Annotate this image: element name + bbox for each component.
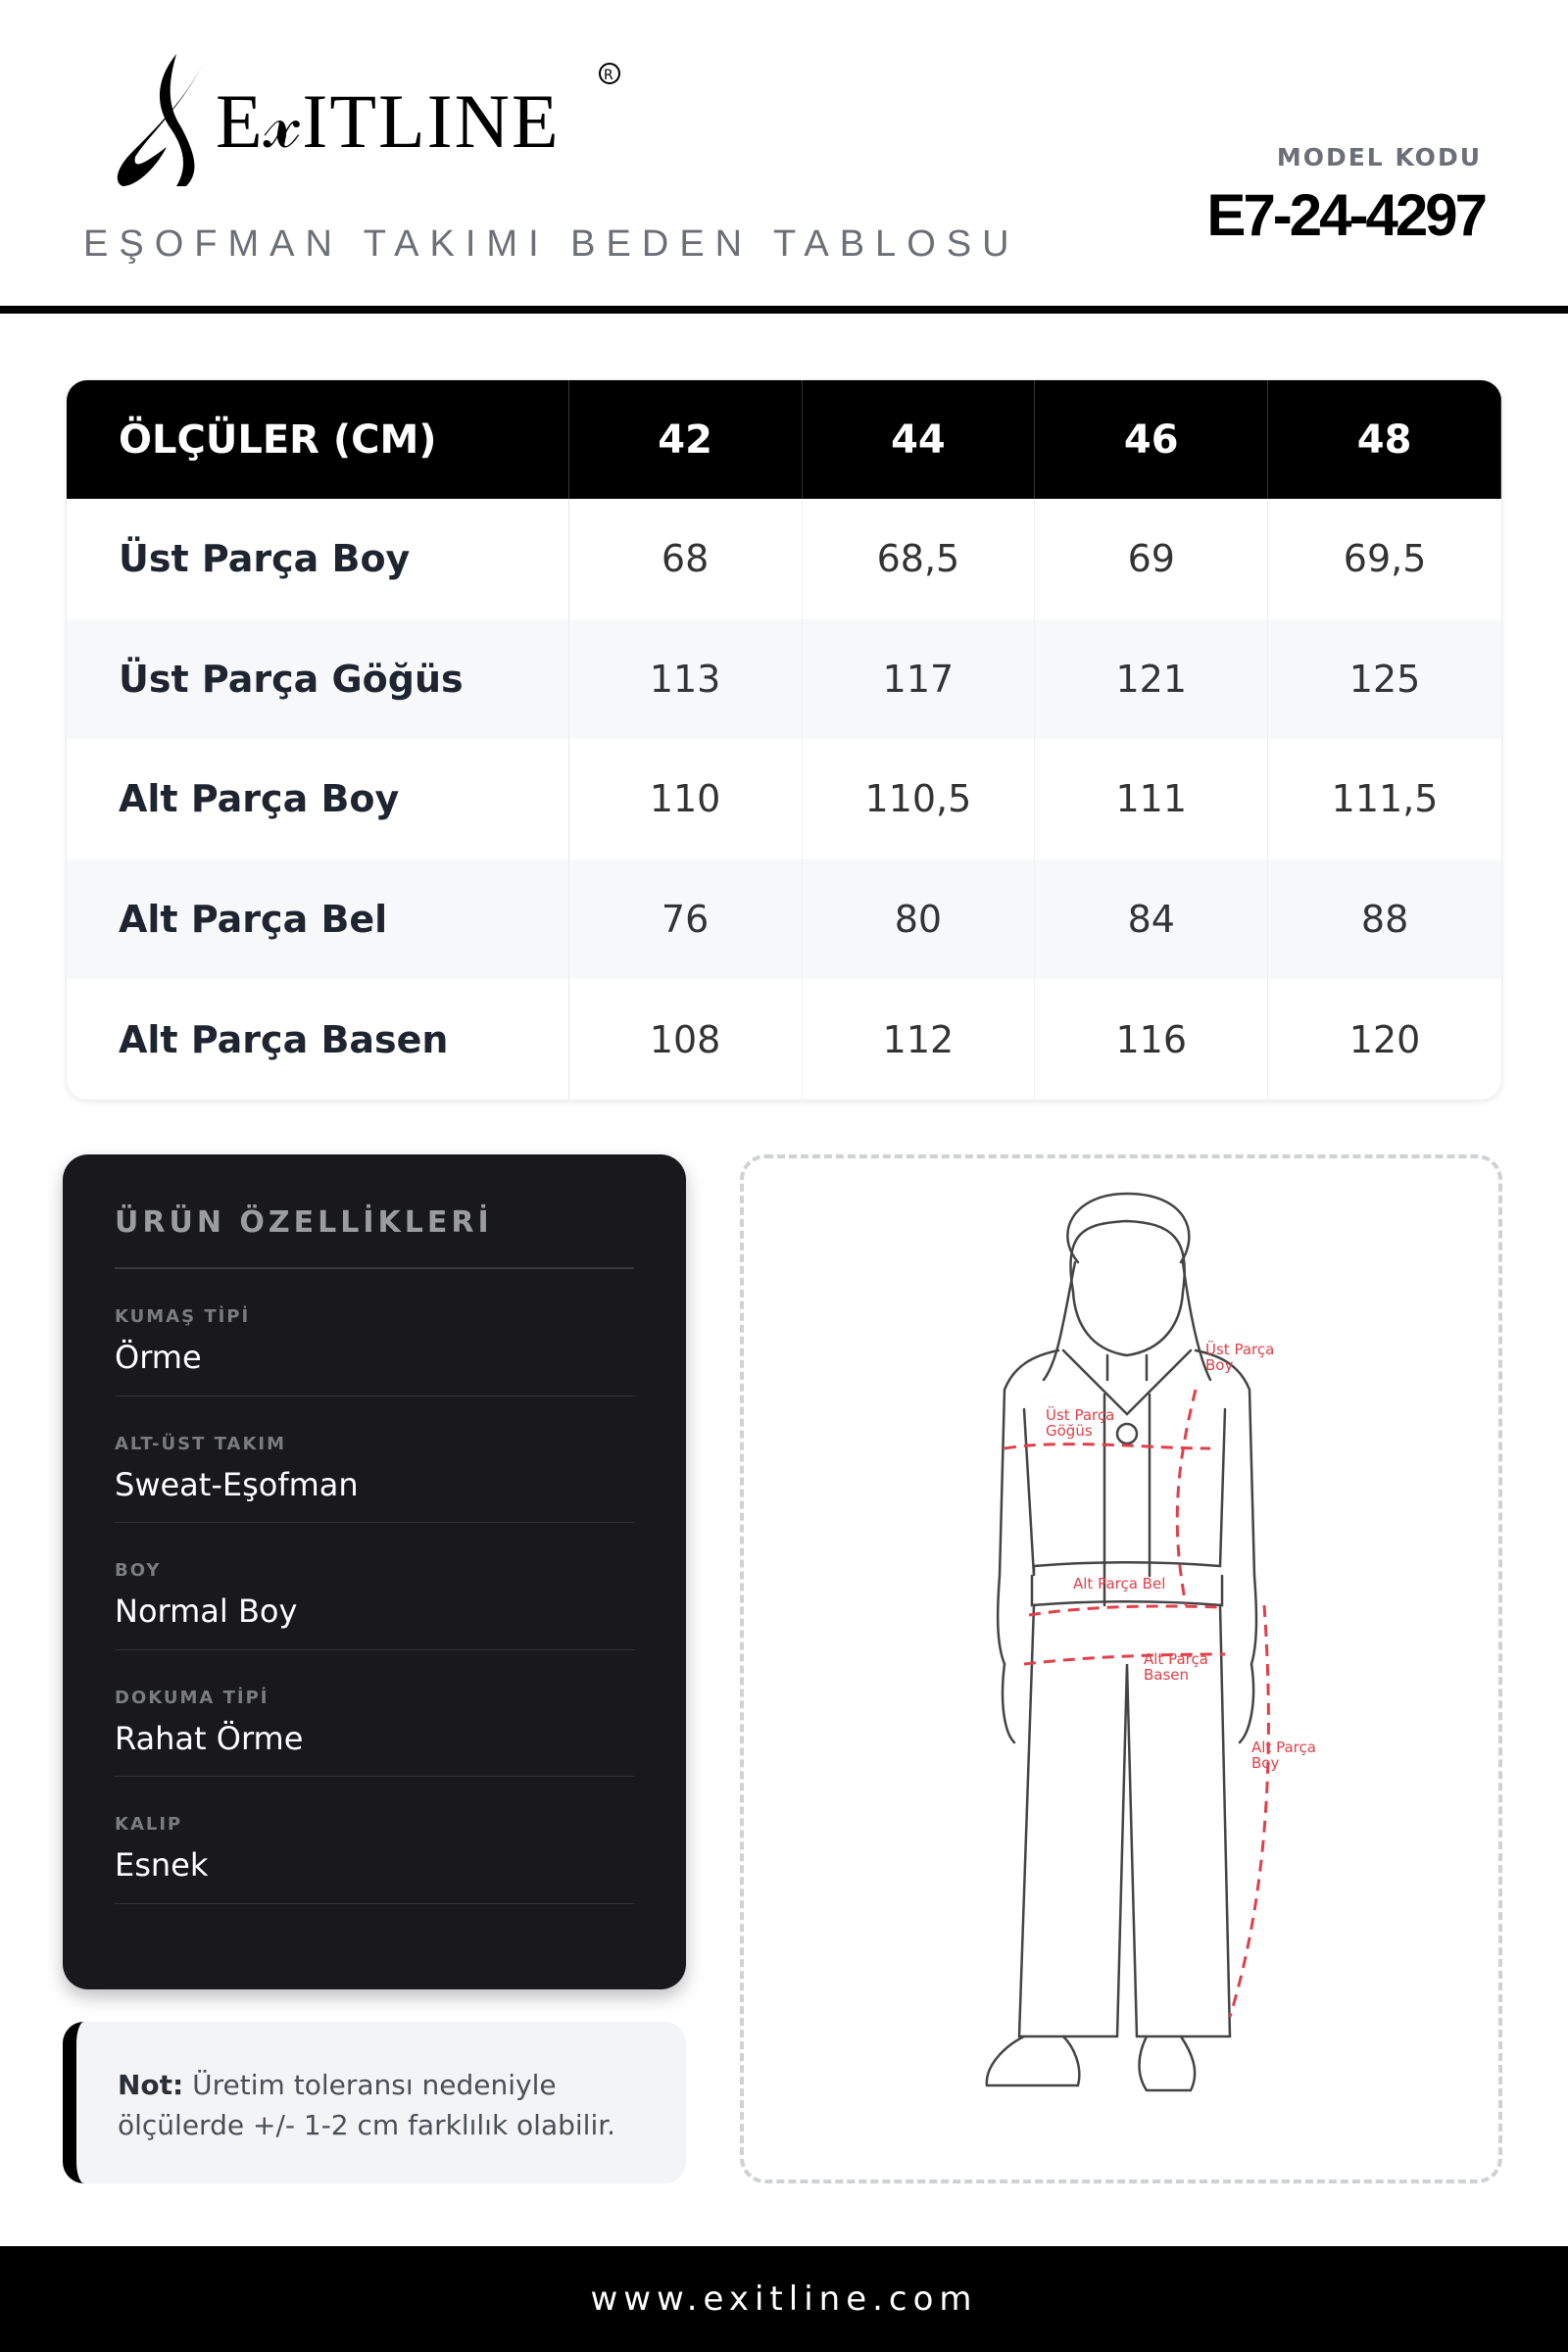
svg-text:R: R (604, 68, 613, 83)
label-ust-boy-2: Boy (1205, 1356, 1233, 1374)
feature-value: Normal Boy (115, 1592, 298, 1630)
product-features-panel: ÜRÜN ÖZELLİKLERİ KUMAŞ TİPİ Örme ALT-ÜST T… (63, 1154, 686, 1989)
feature-value: Sweat-Eşofman (115, 1465, 359, 1503)
label-alt-basen-1: Alt Parça (1144, 1650, 1208, 1668)
model-code-label: MODEL KODU (1276, 143, 1482, 172)
label-ust-gogus-1: Üst Parça (1046, 1405, 1114, 1424)
size-value: 84 (1035, 858, 1269, 980)
header-cell: ÖLÇÜLER (CM) (67, 380, 569, 499)
header-cell: 48 (1268, 380, 1501, 499)
measurement-labels: Üst Parça Boy Üst Parça Göğüs Alt Parça Be… (1046, 1340, 1316, 1772)
label-alt-bel: Alt Parça Bel (1073, 1575, 1165, 1592)
feature-item: KUMAŞ TİPİ Örme (115, 1269, 634, 1396)
feature-label: KUMAŞ TİPİ (115, 1306, 251, 1327)
table-row: Alt Parça Bel 76 80 84 88 (67, 858, 1501, 980)
feature-item: ALT-ÜST TAKIM Sweat-Eşofman (115, 1396, 634, 1523)
feature-item: KALIP Esnek (115, 1777, 634, 1904)
table-header-row: ÖLÇÜLER (CM) 42 44 46 48 (67, 380, 1501, 499)
measurement-illustration: Üst Parça Boy Üst Parça Göğüs Alt Parça Be… (985, 1192, 1316, 2092)
row-label: Alt Parça Boy (67, 739, 569, 859)
size-value: 69 (1035, 499, 1269, 619)
feature-value: Örme (115, 1339, 202, 1376)
feature-label: KALIP (115, 1814, 183, 1835)
feature-value: Rahat Örme (115, 1719, 304, 1757)
feature-label: ALT-ÜST TAKIM (115, 1433, 287, 1454)
row-label: Alt Parça Basen (67, 979, 569, 1100)
illustration-frame (740, 1154, 1502, 2183)
feature-value: Esnek (115, 1846, 209, 1884)
row-label: Alt Parça Bel (67, 858, 569, 980)
note-label: Not: (118, 2069, 184, 2101)
size-value: 121 (1035, 618, 1269, 740)
features-title: ÜRÜN ÖZELLİKLERİ (115, 1205, 634, 1269)
size-value: 116 (1035, 979, 1269, 1100)
measurement-lines (1004, 1389, 1270, 2018)
feature-label: BOY (115, 1560, 162, 1581)
header-divider (0, 306, 1568, 314)
size-value: 88 (1360, 898, 1409, 942)
feature-label: DOKUMA TİPİ (115, 1687, 270, 1708)
label-alt-basen-2: Basen (1144, 1666, 1189, 1684)
tolerance-note: Not: Üretim toleransı nedeniyle ölçülerd… (63, 2022, 686, 2183)
size-value: 69,5 (1343, 537, 1427, 581)
website-link[interactable]: www.exitline.com (590, 2279, 978, 2319)
brand-logo: E𝓍ITLINE R (108, 49, 637, 196)
svg-text:E𝓍ITLINE: E𝓍ITLINE (216, 78, 561, 164)
size-value: 80 (803, 858, 1036, 980)
feature-item: DOKUMA TİPİ Rahat Örme (115, 1650, 634, 1777)
size-value: 76 (569, 858, 803, 980)
header-cell: 44 (803, 380, 1036, 499)
label-alt-boy-2: Boy (1251, 1754, 1279, 1772)
table-row: Alt Parça Boy 110 110,5 111 111,5 (67, 739, 1501, 859)
feature-item: BOY Normal Boy (115, 1523, 634, 1650)
size-table: ÖLÇÜLER (CM) 42 44 46 48 Üst Parça Boy 68… (66, 379, 1502, 1101)
size-value: 111 (1035, 739, 1269, 859)
model-code: E7-24-4297 (1206, 182, 1488, 248)
size-value: 68,5 (803, 499, 1036, 619)
size-value: 120 (1348, 1017, 1421, 1061)
header-cell: 46 (1035, 380, 1269, 499)
size-value: 117 (803, 618, 1036, 740)
row-label: Üst Parça Boy (67, 499, 569, 619)
note-text: Üretim toleransı nedeniyle ölçülerde +/-… (118, 2069, 616, 2141)
label-ust-boy-1: Üst Parça (1205, 1340, 1274, 1358)
size-value: 110 (569, 739, 803, 859)
table-row: Üst Parça Boy 68 68,5 69 69,5 (67, 499, 1501, 619)
size-value: 125 (1348, 657, 1421, 701)
size-value: 113 (569, 618, 803, 740)
header-cell: 42 (569, 380, 803, 499)
person-outline (985, 1192, 1258, 2092)
row-label: Üst Parça Göğüs (67, 618, 569, 740)
table-row: Üst Parça Göğüs 113 117 121 125 (67, 618, 1501, 740)
size-value: 110,5 (803, 739, 1036, 859)
table-row: Alt Parça Basen 108 112 116 120 (67, 979, 1501, 1100)
size-value: 108 (569, 979, 803, 1100)
label-alt-boy-1: Alt Parça (1251, 1739, 1316, 1756)
size-value: 111,5 (1331, 777, 1439, 821)
size-value: 112 (803, 979, 1036, 1100)
label-ust-gogus-2: Göğüs (1046, 1422, 1093, 1440)
size-value: 68 (569, 499, 803, 619)
footer: www.exitline.com (0, 2246, 1568, 2352)
page-subtitle: EŞOFMAN TAKIMI BEDEN TABLOSU (83, 223, 1020, 265)
